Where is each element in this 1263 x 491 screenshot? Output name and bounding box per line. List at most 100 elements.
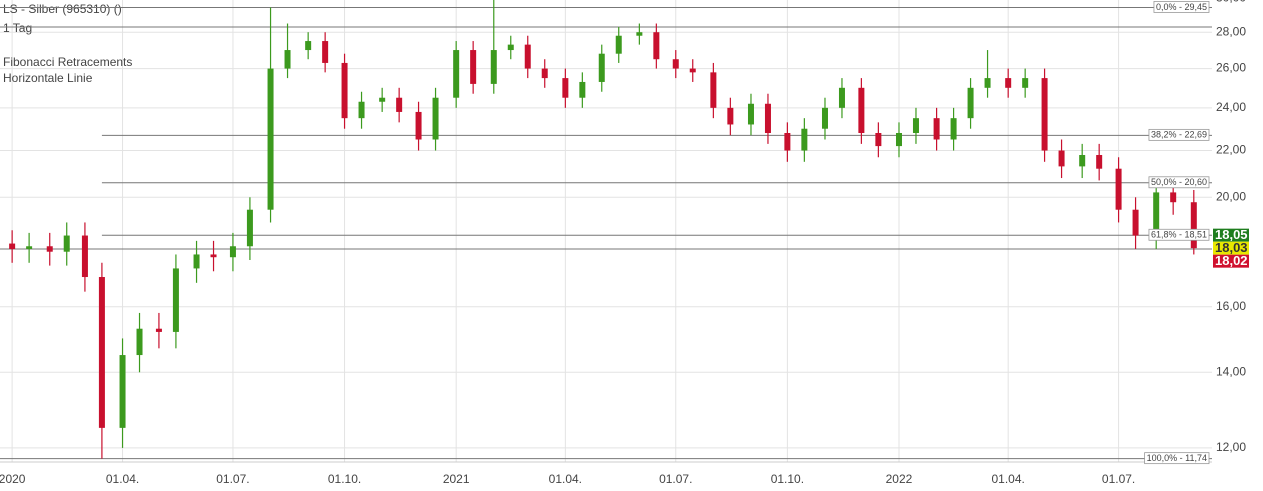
y-tick-label: 22,00 xyxy=(1216,143,1246,157)
candle-body xyxy=(524,44,531,69)
candle-body xyxy=(710,72,717,108)
candle-body xyxy=(747,103,754,125)
fib-label-box xyxy=(1144,452,1210,465)
candle-body xyxy=(636,32,643,36)
candle-body xyxy=(9,243,16,249)
candle-body xyxy=(26,246,33,249)
price-label-box xyxy=(1213,241,1249,255)
fib-label: 61,8% - 18,51 xyxy=(1151,230,1207,240)
candle-body xyxy=(653,32,660,60)
candle-body xyxy=(1132,209,1139,236)
candle-body xyxy=(541,68,548,79)
candle-body xyxy=(432,97,439,140)
candle-body xyxy=(579,81,586,98)
candle-body xyxy=(490,50,497,84)
candle-body xyxy=(210,254,217,258)
candle-body xyxy=(246,209,253,247)
candle-body xyxy=(838,87,845,108)
candle-body xyxy=(615,35,622,54)
candle-body xyxy=(598,53,605,82)
fib-label: 38,2% - 22,69 xyxy=(1151,130,1207,140)
fib-label-box xyxy=(1148,228,1210,241)
y-tick-label: 24,00 xyxy=(1216,100,1246,114)
fib-label: 50,0% - 20,60 xyxy=(1151,177,1207,187)
fib-label: 100,0% - 11,74 xyxy=(1147,453,1207,463)
y-tick-label: 28,00 xyxy=(1216,24,1246,38)
y-tick-label: 26,00 xyxy=(1216,61,1246,75)
y-tick-label: 14,00 xyxy=(1216,364,1246,378)
candle-body xyxy=(562,78,569,98)
candle-body xyxy=(415,111,422,140)
candle-body xyxy=(950,118,957,140)
x-tick-label: 2022 xyxy=(886,472,913,486)
candle-body xyxy=(1153,192,1160,236)
fib-label-box xyxy=(1148,128,1210,141)
candle-body xyxy=(1190,202,1197,249)
x-tick-label: 01.04. xyxy=(991,472,1024,486)
y-tick-label: 20,00 xyxy=(1216,189,1246,203)
candle-body xyxy=(1079,155,1086,167)
candle-body xyxy=(821,107,828,129)
candle-body xyxy=(379,97,386,102)
y-tick-label: 16,00 xyxy=(1216,299,1246,313)
candle-body xyxy=(341,62,348,119)
price-label-box xyxy=(1213,228,1249,242)
candle-body xyxy=(229,246,236,258)
candle-body xyxy=(875,133,882,147)
candle-body xyxy=(1058,150,1065,167)
candle-body xyxy=(119,355,126,428)
legend-entry: Fibonacci Retracements xyxy=(3,55,132,69)
candle-body xyxy=(284,50,291,69)
legend-entry: Horizontale Linie xyxy=(3,71,93,85)
fib-label-box xyxy=(1148,176,1210,189)
price-label: 18,05 xyxy=(1215,227,1248,242)
candle-body xyxy=(1096,155,1103,169)
candle-body xyxy=(1022,78,1029,88)
candle-body xyxy=(136,328,143,356)
price-label-box xyxy=(1213,254,1249,268)
x-tick-label: 01.07. xyxy=(1102,472,1135,486)
candle-body xyxy=(967,87,974,119)
candle-body xyxy=(267,68,274,210)
candle-body xyxy=(1005,78,1012,88)
candle-body xyxy=(507,44,514,51)
candle-body xyxy=(895,133,902,147)
y-tick-label: 12,00 xyxy=(1216,440,1246,454)
candle-body xyxy=(984,78,991,88)
candle-body xyxy=(322,41,329,63)
candle-body xyxy=(1041,78,1048,151)
x-tick-label: 01.07. xyxy=(216,472,249,486)
fib-label: 0,0% - 29,45 xyxy=(1156,2,1207,12)
x-tick-label: 01.04. xyxy=(549,472,582,486)
candle-body xyxy=(155,328,162,332)
candle-body xyxy=(81,235,88,278)
candle-body xyxy=(801,128,808,151)
fib-label-box xyxy=(1153,1,1210,13)
candle-body xyxy=(727,107,734,125)
x-tick-label: 01.04. xyxy=(106,472,139,486)
x-tick-label: 01.10. xyxy=(328,472,361,486)
candle-body xyxy=(1170,192,1177,203)
candle-body xyxy=(453,50,460,98)
chart-subtitle: 1 Tag xyxy=(3,21,32,35)
candle-body xyxy=(63,235,70,252)
candle-body xyxy=(1115,168,1122,210)
candle-body xyxy=(764,103,771,134)
candle-body xyxy=(470,50,477,84)
candle-body xyxy=(858,87,865,134)
candle-body xyxy=(46,246,53,252)
price-label: 18,03 xyxy=(1215,240,1248,255)
candle-body xyxy=(672,59,679,69)
x-tick-label: 2020 xyxy=(0,472,26,486)
candle-body xyxy=(784,133,791,151)
x-tick-label: 01.10. xyxy=(771,472,804,486)
candle-body xyxy=(98,277,105,428)
candle-body xyxy=(172,268,179,332)
y-tick-label: 30,00 xyxy=(1216,0,1246,5)
x-tick-label: 2021 xyxy=(443,472,470,486)
chart-title: LS - Silber (965310) () xyxy=(3,2,122,16)
candle-body xyxy=(912,118,919,134)
price-label: 18,02 xyxy=(1215,253,1248,268)
candle-body xyxy=(193,254,200,269)
